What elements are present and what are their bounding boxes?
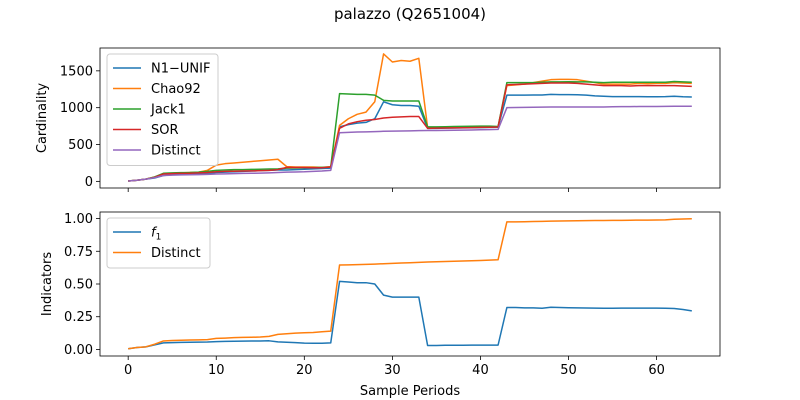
y-tick-label: 1000 [60,101,93,116]
y-axis-label: Indicators [40,252,55,316]
legend-label: Chao92 [151,82,201,97]
x-tick-label: 60 [648,363,665,378]
x-tick-label: 30 [384,363,401,378]
legend-label: Distinct [151,144,201,159]
y-tick-label: 0.50 [64,278,93,293]
series-line-0-4 [128,105,692,182]
y-tick-label: 500 [68,138,93,153]
y-axis-label: Cardinality [35,83,50,154]
y-tick-label: 0.25 [64,310,93,325]
cardinality-panel: 0 500 1000 1500 Cardinality N1−UNIF Chao92 Jack… [35,47,721,192]
legend-label: SOR [151,123,179,138]
legend-label: Jack1 [150,103,186,118]
series-line-0-2 [128,80,692,182]
y-tick-label: 0.75 [64,245,93,260]
x-tick-label: 40 [472,363,489,378]
figure-title: palazzo (Q2651004) [334,5,486,23]
x-tick-label: 20 [296,363,313,378]
x-tick-label: 10 [208,363,225,378]
x-tick-label: 50 [560,363,577,378]
series-line-0-3 [128,82,692,182]
y-tick-label: 1.00 [64,212,93,227]
y-tick-label: 0.00 [64,343,93,358]
legend-label: N1−UNIF [151,62,210,77]
x-tick-label: 0 [124,363,132,378]
x-axis-label: Sample Periods [360,384,460,399]
y-tick-label: 1500 [60,64,93,79]
series-line-1-1 [128,218,692,350]
y-tick-label: 0 [85,175,93,190]
legend-box [106,217,211,269]
plot-frame [99,47,721,189]
legend-label: f1 [151,226,161,243]
series-line-1-0 [128,280,692,350]
legend-box [106,53,219,166]
legend-label: Distinct [151,246,201,261]
indicators-panel: 0 10 20 30 40 50 60 0.00 0.25 0.50 0.75 1.00 Indicat… [40,211,721,399]
